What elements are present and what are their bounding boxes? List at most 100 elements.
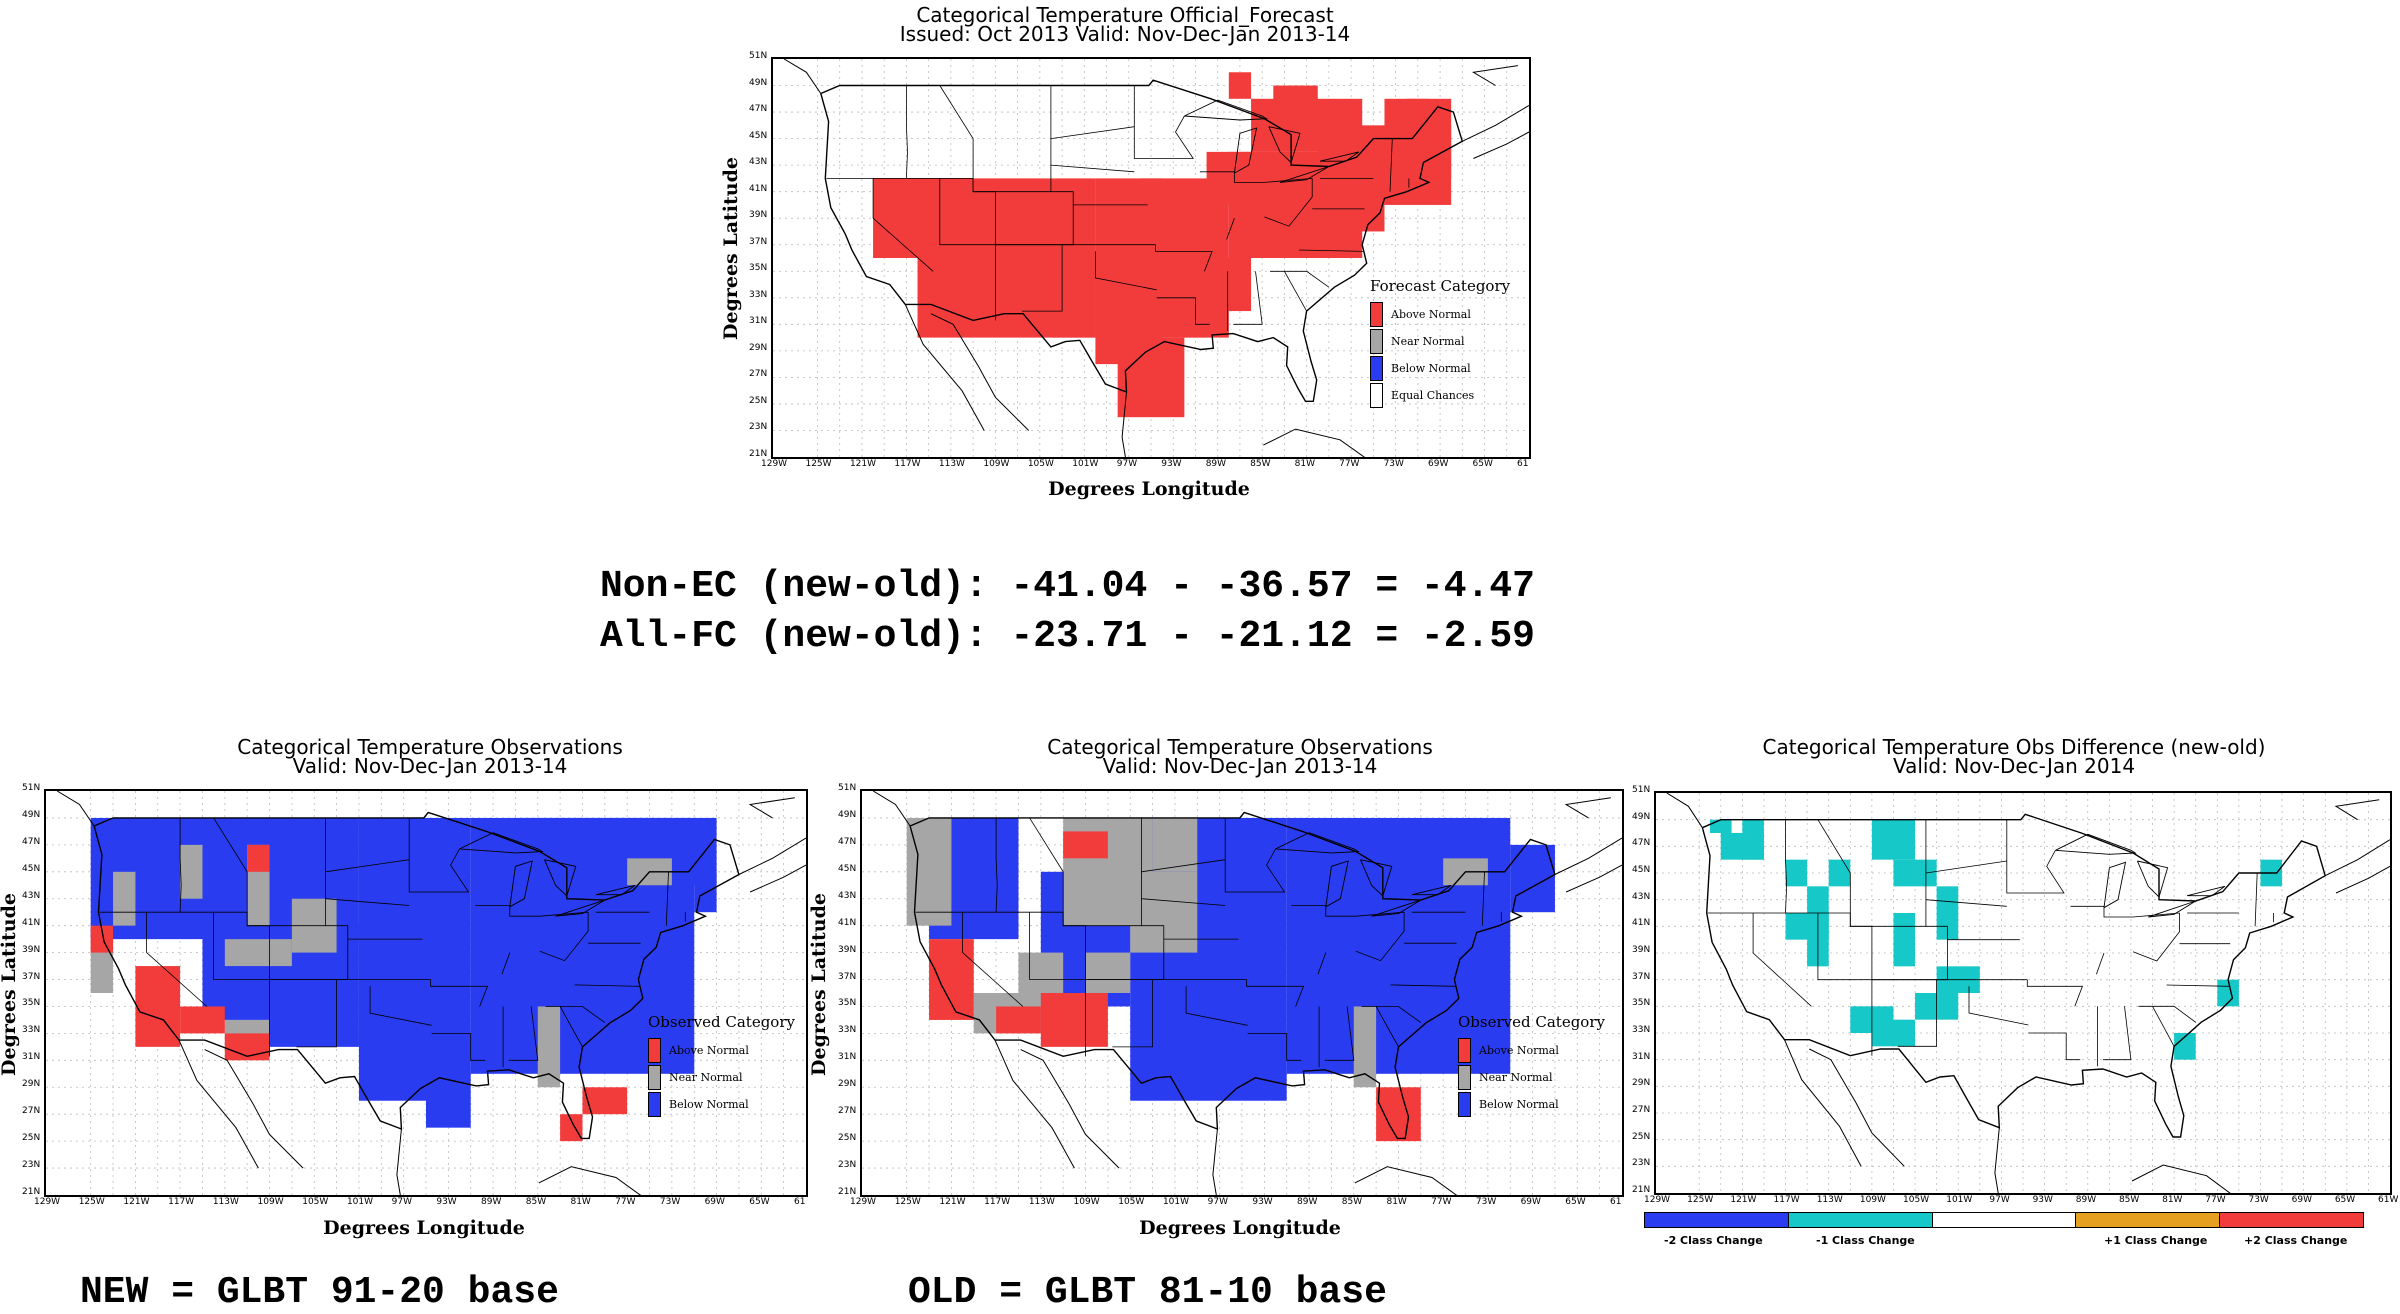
colorbar-label: -2 Class Change bbox=[1664, 1234, 1763, 1247]
lat-tick-label: 51N bbox=[22, 783, 41, 793]
lat-tick-label: 47N bbox=[838, 836, 857, 847]
lat-tick-label: 31N bbox=[838, 1052, 857, 1063]
grid-cell bbox=[1018, 952, 1064, 993]
left-obs-map bbox=[44, 789, 808, 1197]
grid-cell bbox=[426, 817, 471, 1128]
lon-tick-label: 109W bbox=[1073, 1197, 1100, 1207]
grid-cell bbox=[1273, 85, 1318, 113]
lat-tick-label: 37N bbox=[22, 971, 41, 982]
lon-tick-label: 109W bbox=[983, 459, 1010, 469]
lat-tick-label: 25N bbox=[749, 395, 768, 406]
legend-item-above: Above Normal bbox=[1370, 301, 1510, 328]
lon-tick-label: 89W bbox=[2075, 1195, 2097, 1205]
lat-tick-label: 35N bbox=[1632, 998, 1651, 1009]
lat-tick-label: 51N bbox=[749, 51, 768, 61]
grid-cell bbox=[1353, 1006, 1377, 1088]
non-ec-score: Non-EC (new-old): -41.04 - -36.57 = -4.4… bbox=[600, 565, 1535, 608]
lat-tick-label: 21N bbox=[22, 1187, 41, 1197]
diff-colorbar bbox=[1644, 1212, 2364, 1228]
lon-tick-label: 117W bbox=[894, 459, 921, 469]
legend-item-near: Near Normal bbox=[1370, 328, 1510, 355]
grid-cell bbox=[180, 844, 203, 899]
lon-tick-label: 125W bbox=[1687, 1195, 1714, 1205]
lon-tick-label: 105W bbox=[1118, 1197, 1145, 1207]
lon-tick-label: 73W bbox=[1383, 459, 1404, 469]
lon-tick-label: 69W bbox=[1520, 1197, 1541, 1207]
grid-cell bbox=[358, 817, 426, 1101]
lon-tick-label: 105W bbox=[1903, 1195, 1930, 1205]
lat-tick-label: 37N bbox=[1632, 971, 1651, 982]
lat-tick-label: 27N bbox=[838, 1106, 857, 1117]
lon-tick-label: 69W bbox=[2291, 1195, 2312, 1205]
forecast-title: Categorical Temperature Official_Forecas… bbox=[916, 3, 1334, 27]
grid-cell bbox=[1406, 98, 1429, 179]
lat-tick-label: 33N bbox=[838, 1025, 857, 1036]
map-canvas bbox=[862, 791, 1622, 1195]
lon-tick-label: 109W bbox=[257, 1197, 284, 1207]
lon-tick-label: 101W bbox=[346, 1197, 374, 1207]
lat-tick-label: 37N bbox=[838, 971, 857, 982]
lon-tick-label: 77W bbox=[615, 1197, 636, 1207]
lat-tick-label: 35N bbox=[749, 263, 768, 274]
lon-tick-label: 129W bbox=[1644, 1195, 1671, 1205]
grid-cell bbox=[1117, 337, 1185, 418]
grid-cell bbox=[113, 871, 136, 926]
lon-tick-label: 93W bbox=[1161, 459, 1182, 469]
lat-tick-label: 41N bbox=[749, 183, 768, 194]
forecast-subtitle: Issued: Oct 2013 Valid: Nov-Dec-Jan 2013… bbox=[899, 22, 1351, 46]
lon-tick-label: 81W bbox=[2162, 1195, 2183, 1205]
grid-cell bbox=[1295, 178, 1385, 232]
lon-tick-label: 61 bbox=[794, 1197, 806, 1207]
lon-tick-label: 77W bbox=[1431, 1197, 1452, 1207]
diff-subtitle: Valid: Nov-Dec-Jan 2014 bbox=[1892, 754, 2136, 778]
lat-tick-label: 41N bbox=[22, 917, 41, 928]
forecast-x-label: Degrees Longitude bbox=[1048, 478, 1250, 500]
map-canvas bbox=[1656, 793, 2390, 1193]
new-base-caption: NEW = GLBT 91-20 base bbox=[80, 1271, 559, 1314]
legend-item-above: Above Normal bbox=[648, 1037, 795, 1064]
lon-tick-label: 105W bbox=[1027, 459, 1054, 469]
forecast-map bbox=[771, 57, 1531, 459]
grid-cell bbox=[180, 1006, 225, 1034]
grid-cell bbox=[694, 871, 717, 913]
legend-item-near: Near Normal bbox=[648, 1064, 795, 1091]
lon-tick-label: 81W bbox=[1386, 1197, 1407, 1207]
mid-legend-title: Observed Category bbox=[1458, 1013, 1605, 1031]
lat-tick-label: 49N bbox=[22, 809, 41, 820]
forecast-legend-title: Forecast Category bbox=[1370, 277, 1511, 295]
legend-item-above: Above Normal bbox=[1458, 1037, 1605, 1064]
lon-tick-label: 65W bbox=[1472, 459, 1493, 469]
grid-cell bbox=[1871, 819, 1916, 860]
lon-tick-label: 113W bbox=[1816, 1195, 1843, 1205]
lon-tick-label: 85W bbox=[2118, 1195, 2140, 1205]
lon-tick-label: 93W bbox=[1252, 1197, 1273, 1207]
grid-cell bbox=[1893, 913, 1916, 967]
lon-tick-label: 117W bbox=[984, 1197, 1011, 1207]
grid-cell bbox=[2174, 1033, 2196, 1060]
lon-tick-label: 113W bbox=[212, 1197, 239, 1207]
left-title: Categorical Temperature Observations bbox=[237, 735, 623, 759]
lon-tick-label: 129W bbox=[761, 459, 788, 469]
diff-map bbox=[1654, 791, 2392, 1195]
lat-tick-label: 43N bbox=[838, 890, 857, 901]
lon-tick-label: 65W bbox=[2334, 1195, 2356, 1205]
grid-cell bbox=[996, 1006, 1041, 1034]
lon-tick-label: 89W bbox=[481, 1197, 502, 1207]
lat-tick-label: 31N bbox=[1632, 1051, 1651, 1062]
lon-tick-label: 85W bbox=[1341, 1197, 1363, 1207]
grid-cell bbox=[929, 939, 974, 1020]
lon-tick-label: 97W bbox=[1116, 459, 1138, 469]
legend-item-below: Below Normal bbox=[648, 1091, 795, 1118]
diff-title: Categorical Temperature Obs Difference (… bbox=[1762, 735, 2266, 759]
lon-tick-label: 121W bbox=[939, 1197, 966, 1207]
grid-cell bbox=[90, 925, 114, 953]
legend-item-near: Near Normal bbox=[1458, 1064, 1605, 1091]
lon-tick-label: 129W bbox=[34, 1197, 61, 1207]
lon-tick-label: 85W bbox=[525, 1197, 547, 1207]
lon-tick-label: 117W bbox=[1773, 1195, 1800, 1205]
lat-tick-label: 25N bbox=[22, 1133, 41, 1144]
grid-cell bbox=[1893, 859, 1937, 887]
lat-tick-label: 33N bbox=[1632, 1025, 1651, 1035]
lat-tick-label: 31N bbox=[749, 316, 768, 327]
lon-tick-label: 77W bbox=[1339, 459, 1360, 469]
